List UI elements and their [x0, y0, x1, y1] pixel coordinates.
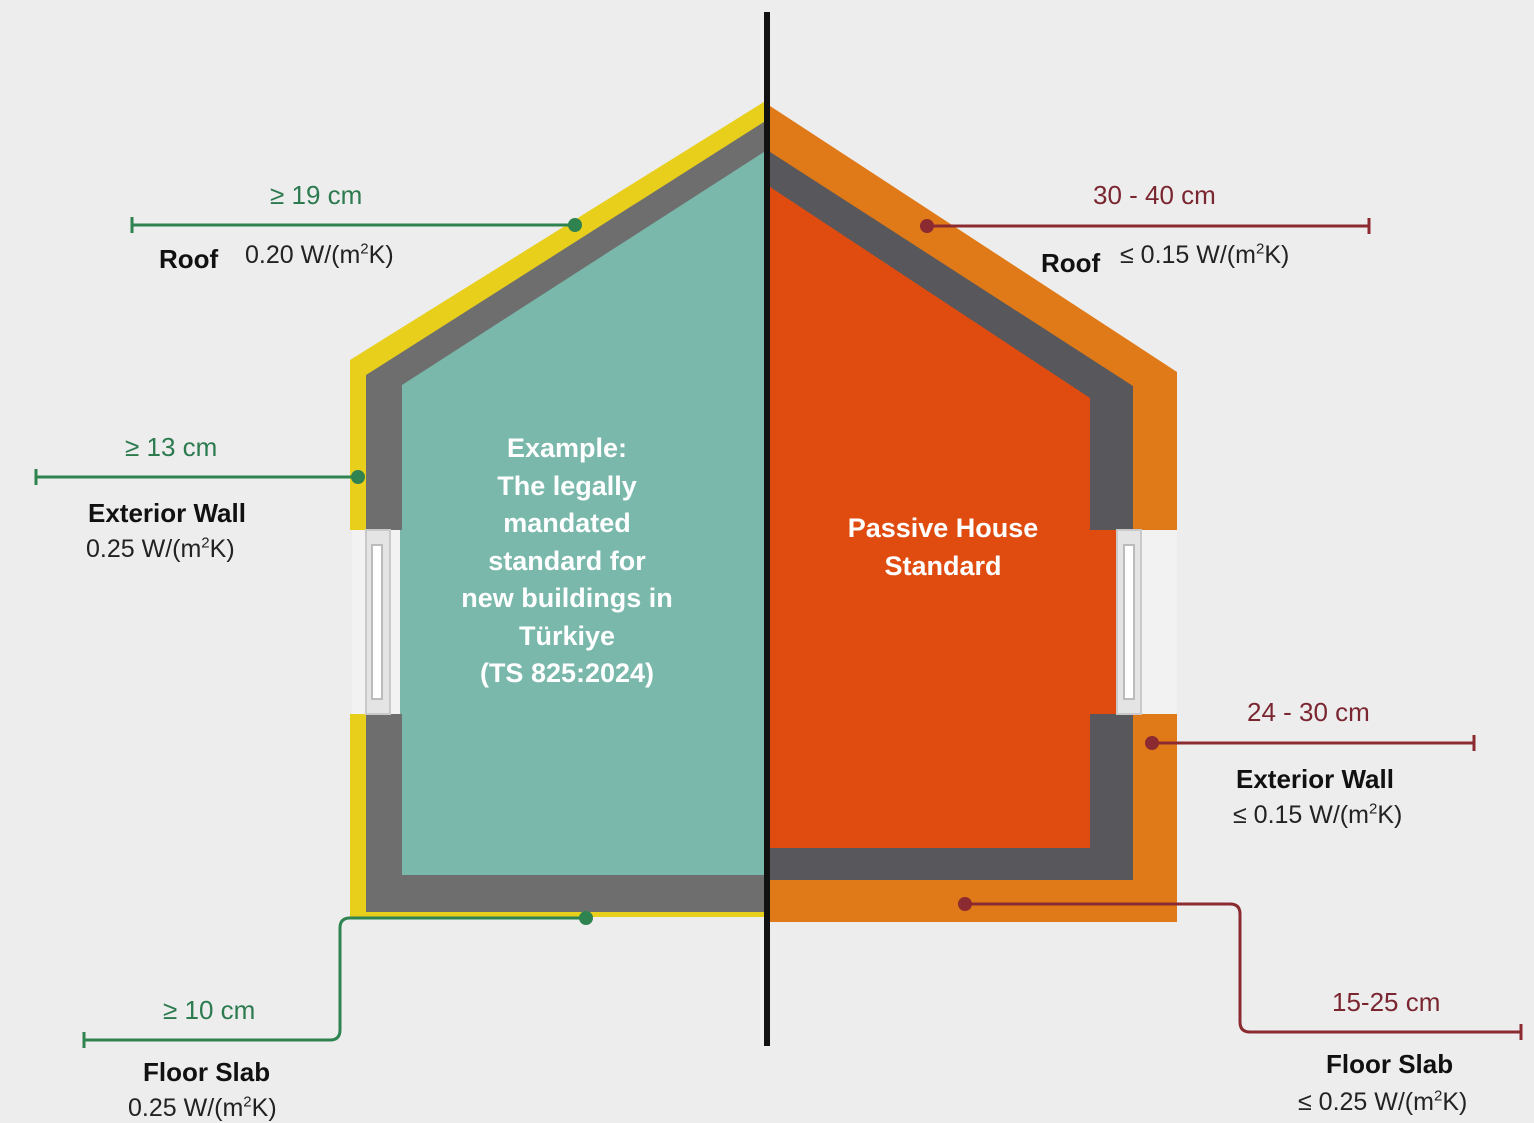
left-roof-label: Roof: [159, 244, 219, 274]
left-floor-u-value: 0.25 W/(m2K): [128, 1093, 277, 1122]
left-interior: [382, 150, 767, 875]
left-leader-markers: [34, 217, 593, 1048]
right-wall-marker: [1145, 736, 1159, 750]
right-wall-dimension: 24 - 30 cm: [1247, 697, 1370, 727]
left-title-line: new buildings in: [461, 583, 673, 613]
left-standard-title: Example: The legally mandated standard f…: [427, 430, 707, 693]
right-house-half: [767, 104, 1177, 922]
left-title-line: mandated: [503, 508, 631, 538]
left-title-line: Türkiye: [518, 620, 616, 651]
left-title-line: (TS 825:2024): [479, 658, 655, 688]
right-wall-u-value: ≤ 0.15 W/(m2K): [1233, 800, 1403, 829]
right-floor-dimension: 15-25 cm: [1332, 987, 1441, 1017]
left-window: [352, 529, 400, 715]
left-wall-label: Exterior Wall: [88, 498, 246, 528]
left-floor-leader: [84, 916, 586, 1042]
right-leader-markers: [920, 218, 1523, 1040]
right-wall-label: Exterior Wall: [1236, 764, 1394, 794]
right-interior: [767, 185, 1120, 848]
right-roof-label: Roof: [1041, 248, 1101, 278]
left-house-half: [350, 100, 767, 917]
left-title-line: standard for: [488, 545, 646, 576]
left-roof-u-value: 0.20 W/(m2K): [245, 240, 394, 269]
right-floor-u-value: ≤ 0.25 W/(m2K): [1298, 1087, 1468, 1116]
left-floor-dimension: ≥ 10 cm: [163, 995, 256, 1025]
right-roof-dimension: 30 - 40 cm: [1093, 180, 1216, 210]
right-title-line: Standard: [884, 550, 1002, 581]
left-title-line: The legally: [497, 470, 637, 501]
right-title-line: Passive House: [847, 513, 1039, 543]
left-roof-dimension: ≥ 19 cm: [270, 180, 363, 210]
right-roof-u-value: ≤ 0.15 W/(m2K): [1120, 240, 1290, 269]
left-floor-marker: [579, 911, 593, 925]
right-standard-title: Passive House Standard: [813, 510, 1073, 585]
right-floor-leader: [965, 902, 1521, 1034]
right-floor-label: Floor Slab: [1326, 1049, 1454, 1079]
right-window: [1116, 529, 1177, 715]
left-leaders: [36, 223, 586, 1042]
right-roof-marker: [920, 219, 934, 233]
left-wall-u-value: 0.25 W/(m2K): [86, 534, 235, 563]
left-wall-dimension: ≥ 13 cm: [125, 432, 218, 462]
left-title-line: Example:: [506, 433, 628, 463]
left-wall-marker: [351, 470, 365, 484]
right-floor-marker: [958, 897, 972, 911]
right-leaders: [927, 224, 1521, 1034]
left-floor-label: Floor Slab: [143, 1057, 271, 1087]
left-roof-marker: [568, 218, 582, 232]
